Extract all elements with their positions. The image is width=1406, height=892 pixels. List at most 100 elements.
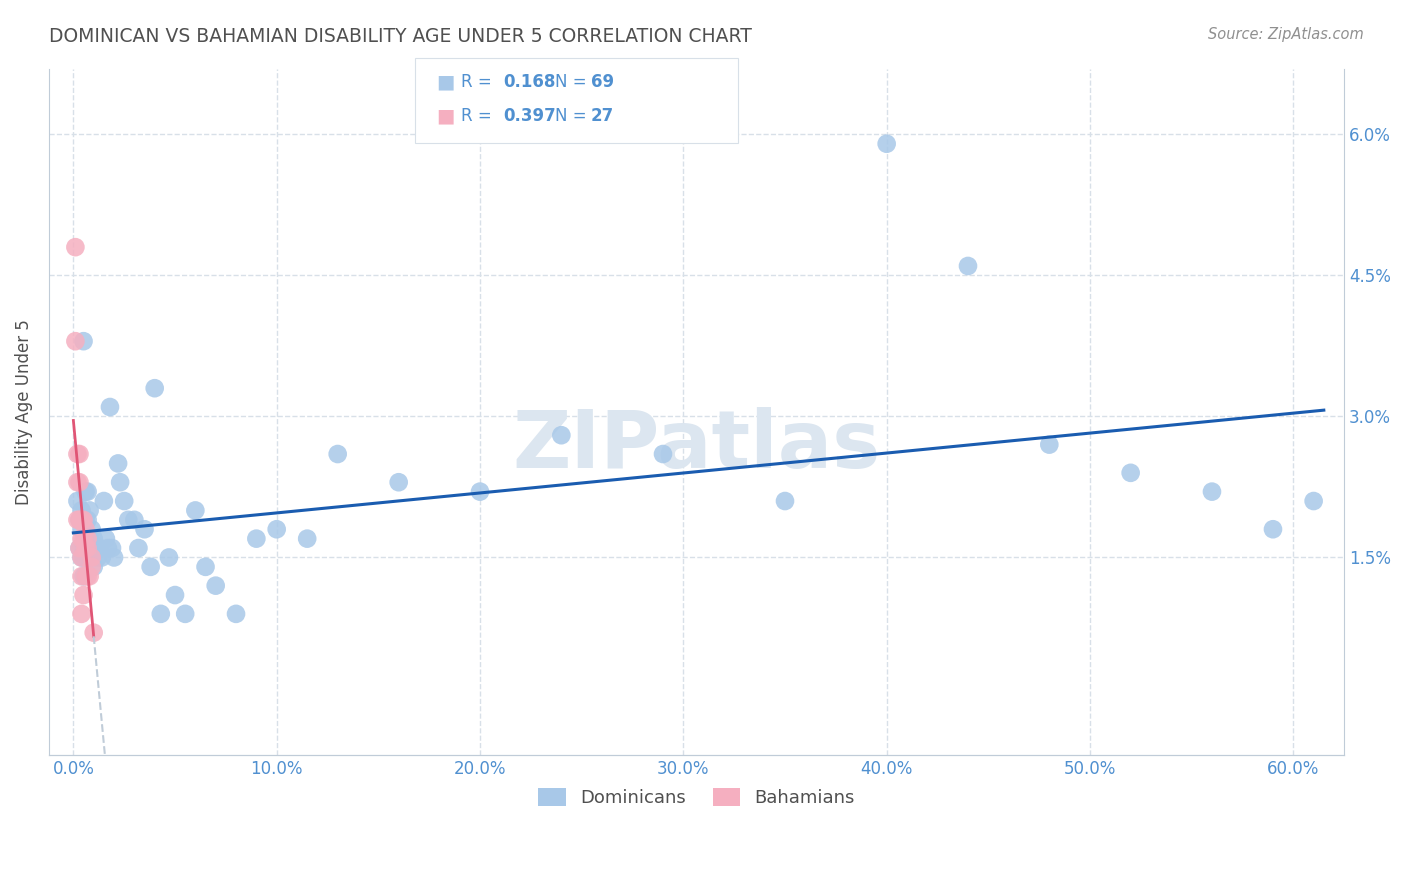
Point [194, 559, 217, 574]
Text: 0.168: 0.168 [503, 73, 555, 91]
Point [149, 607, 172, 621]
Point [70, 522, 93, 536]
Text: ■: ■ [436, 72, 454, 92]
Text: DOMINICAN VS BAHAMIAN DISABILITY AGE UNDER 5 CORRELATION CHART: DOMINICAN VS BAHAMIAN DISABILITY AGE UND… [49, 27, 752, 45]
Point [65, 240, 87, 254]
Point [93, 494, 115, 508]
Point [87, 550, 110, 565]
Point [79, 569, 101, 583]
Point [72, 569, 94, 583]
Point [75, 569, 97, 583]
Text: 27: 27 [591, 107, 614, 125]
Point [1038, 437, 1060, 451]
Point [956, 259, 979, 273]
Point [72, 334, 94, 349]
Point [876, 136, 898, 151]
Point [143, 381, 166, 395]
Point [245, 532, 267, 546]
Point [1261, 522, 1284, 536]
Point [70, 513, 93, 527]
Point [69, 513, 91, 527]
Point [89, 541, 111, 555]
Y-axis label: Disability Age Under 5: Disability Age Under 5 [15, 318, 32, 505]
Point [103, 550, 125, 565]
Text: Source: ZipAtlas.com: Source: ZipAtlas.com [1208, 27, 1364, 42]
Point [1302, 494, 1324, 508]
Point [83, 625, 105, 640]
Point [117, 513, 139, 527]
Point [83, 559, 105, 574]
Point [80, 541, 103, 555]
Point [97, 541, 120, 555]
Point [139, 559, 162, 574]
Point [72, 541, 94, 555]
Text: R =: R = [461, 73, 492, 91]
Text: N =: N = [555, 73, 586, 91]
Point [87, 541, 110, 555]
Point [174, 607, 197, 621]
Point [79, 550, 101, 565]
Point [66, 494, 89, 508]
Point [76, 532, 98, 546]
Point [79, 503, 101, 517]
Point [76, 484, 98, 499]
Point [112, 494, 135, 508]
Point [80, 550, 103, 565]
Point [69, 513, 91, 527]
Point [70, 532, 93, 546]
Point [76, 541, 98, 555]
Point [773, 494, 796, 508]
Point [75, 541, 97, 555]
Point [98, 400, 121, 414]
Point [83, 532, 105, 546]
Point [80, 559, 103, 574]
Point [134, 522, 156, 536]
Point [69, 541, 91, 555]
Text: ■: ■ [436, 106, 454, 126]
Point [69, 475, 91, 490]
Point [83, 541, 105, 555]
Point [65, 334, 87, 349]
Point [127, 541, 149, 555]
Point [204, 579, 226, 593]
Point [326, 447, 349, 461]
Point [157, 550, 180, 565]
Point [75, 484, 97, 499]
Point [70, 550, 93, 565]
Point [388, 475, 411, 490]
Point [69, 447, 91, 461]
Point [75, 513, 97, 527]
Point [550, 428, 572, 442]
Point [84, 541, 107, 555]
Point [468, 484, 491, 499]
Point [69, 541, 91, 555]
Point [75, 532, 97, 546]
Text: R =: R = [461, 107, 492, 125]
Point [70, 550, 93, 565]
Point [79, 532, 101, 546]
Point [163, 588, 186, 602]
Point [76, 513, 98, 527]
Point [1119, 466, 1142, 480]
Point [76, 541, 98, 555]
Point [295, 532, 318, 546]
Point [66, 475, 89, 490]
Point [124, 513, 146, 527]
Point [101, 541, 124, 555]
Point [70, 569, 93, 583]
Point [80, 522, 103, 536]
Point [107, 457, 129, 471]
Point [108, 475, 131, 490]
Point [66, 513, 89, 527]
Point [225, 607, 247, 621]
Point [72, 532, 94, 546]
Point [90, 550, 112, 565]
Point [652, 447, 675, 461]
Point [70, 503, 93, 517]
Point [72, 550, 94, 565]
Point [70, 607, 93, 621]
Point [76, 569, 98, 583]
Text: N =: N = [555, 107, 586, 125]
Point [266, 522, 288, 536]
Point [94, 532, 117, 546]
